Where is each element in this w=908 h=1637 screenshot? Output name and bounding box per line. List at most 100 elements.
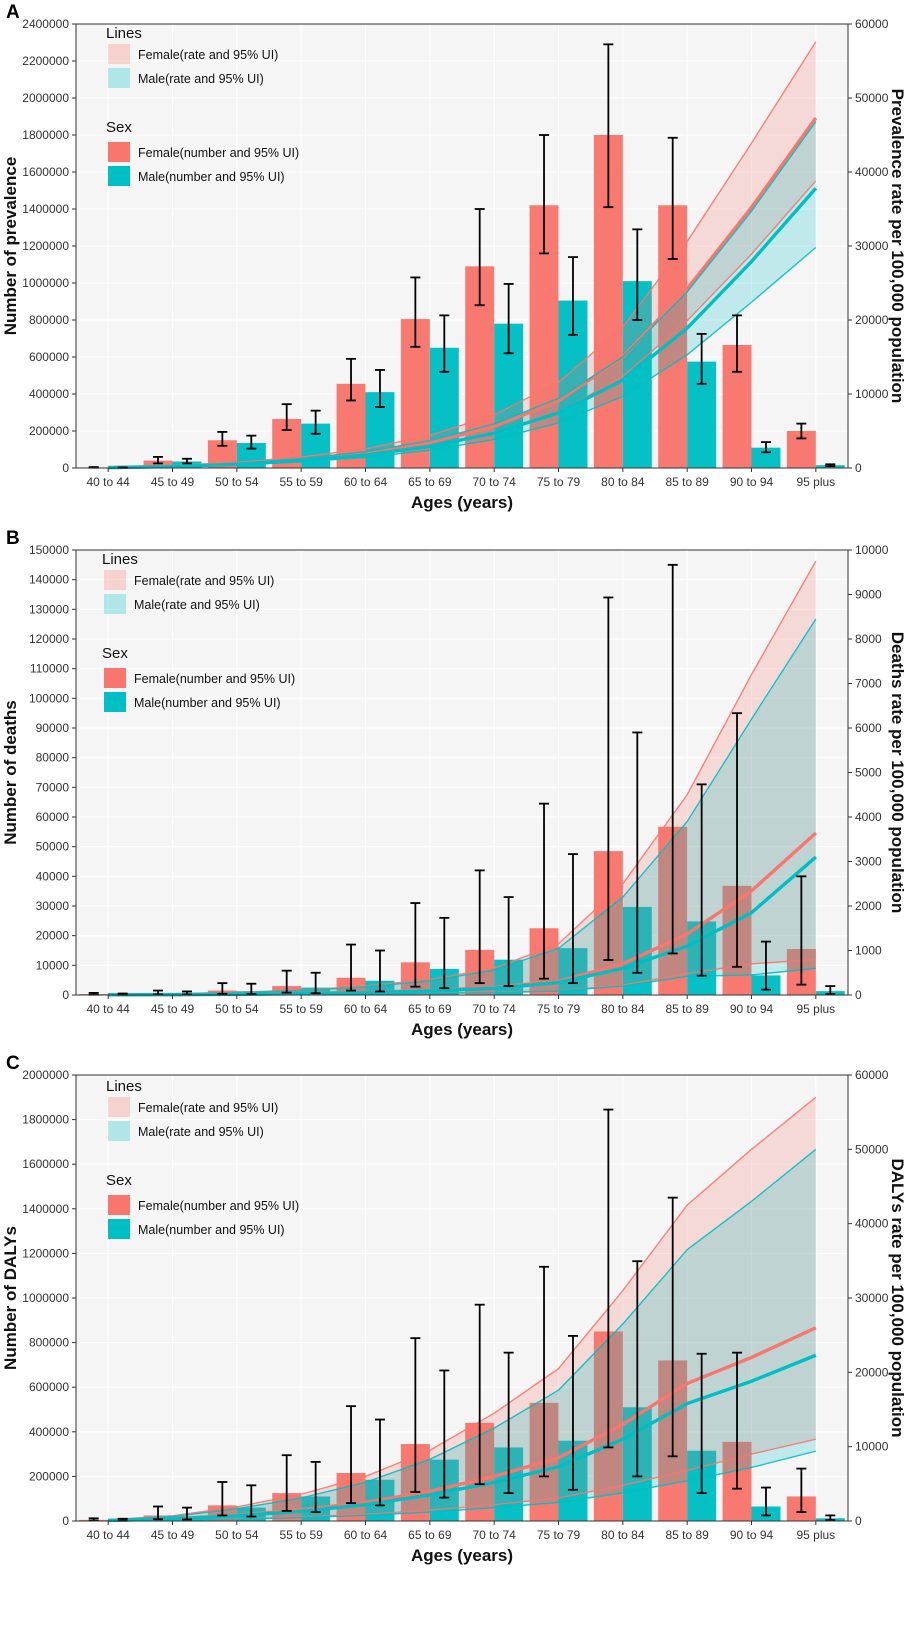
y-right-tick-label: 20000: [855, 1365, 889, 1379]
x-axis-title: Ages (years): [411, 493, 513, 512]
legend-male-rate: Male(rate and 95% UI): [138, 1125, 264, 1139]
legend-sex-title: Sex: [106, 1172, 132, 1189]
y-right-tick-label: 6000: [855, 721, 882, 735]
bar-female-2: [143, 460, 173, 468]
x-tick-label: 40 to 44: [86, 475, 130, 489]
y-right-tick-label: 10000: [855, 543, 889, 557]
y-tick-label: 1200000: [22, 1246, 69, 1260]
x-tick-label: 70 to 74: [472, 1002, 516, 1016]
errorbar-female-7: [474, 208, 485, 307]
x-tick-label: 45 to 49: [151, 1528, 195, 1542]
x-tick-label: 85 to 89: [665, 475, 709, 489]
y-tick-label: 10000: [36, 958, 70, 972]
x-axis-title: Ages (years): [411, 1546, 513, 1565]
y-tick-label: 2000000: [22, 1068, 69, 1082]
y-tick-label: 1000000: [22, 1291, 69, 1305]
panel-label: B: [6, 528, 20, 549]
y-tick-label: 200000: [29, 1469, 69, 1483]
legend-lines-title: Lines: [102, 551, 138, 568]
errorbar-female-12: [796, 875, 807, 986]
errorbar-male-11: [760, 940, 771, 991]
legend-female-rate: Female(rate and 95% UI): [134, 574, 274, 588]
y-axis-title: Number of DALYs: [1, 1226, 20, 1370]
y-tick-label: 0: [62, 1514, 69, 1528]
errorbar-male-6: [439, 1369, 450, 1499]
errorbar-female-3: [217, 431, 228, 447]
legend-male-number: Male(number and 95% UI): [138, 170, 285, 184]
x-tick-label: 55 to 59: [279, 1002, 323, 1016]
y-tick-label: 1600000: [22, 165, 69, 179]
x-tick-label: 90 to 94: [730, 1002, 774, 1016]
rate-band-female: [108, 41, 816, 468]
errorbar-male-5: [374, 949, 385, 993]
x-tick-label: 65 to 69: [408, 1528, 452, 1542]
x-tick-label: 80 to 84: [601, 475, 645, 489]
y-tick-label: 1800000: [22, 128, 69, 142]
y-tick-label: 1600000: [22, 1157, 69, 1171]
x-tick-label: 50 to 54: [215, 1528, 259, 1542]
panel-label: C: [6, 1053, 20, 1074]
x-tick-label: 40 to 44: [86, 1528, 130, 1542]
errorbar-male-3: [246, 982, 257, 996]
plot-background: [76, 550, 848, 995]
x-tick-label: 40 to 44: [86, 1002, 130, 1016]
panel-c: 0200000400000600000800000100000012000001…: [1, 1053, 907, 1565]
rate-lower-line-male: [108, 1450, 817, 1522]
errorbar-female-10: [667, 563, 678, 955]
y-right-tick-label: 50000: [855, 1142, 889, 1156]
y-right-tick-label: 5000: [855, 766, 882, 780]
y-tick-label: 200000: [29, 424, 69, 438]
errorbar-male-7: [503, 896, 514, 987]
x-tick-label: 50 to 54: [215, 475, 259, 489]
errorbar-female-4: [281, 403, 292, 431]
rate-band-male: [108, 121, 816, 468]
legend-key-male-rate: [108, 1121, 130, 1141]
errorbar-male-5: [374, 369, 385, 408]
x-tick-label: 60 to 64: [344, 1528, 388, 1542]
legend-key-male-number: [104, 692, 126, 712]
errorbar-male-10: [696, 1352, 707, 1495]
errorbar-male-10: [696, 332, 707, 385]
y-tick-label: 2000000: [22, 91, 69, 105]
errorbar-male-3: [246, 434, 257, 450]
x-tick-label: 60 to 64: [344, 1002, 388, 1016]
errorbar-female-11: [732, 314, 743, 373]
y-right-tick-label: 9000: [855, 588, 882, 602]
errorbar-male-9: [632, 1260, 643, 1478]
errorbar-female-4: [281, 969, 292, 994]
errorbar-male-12: [825, 463, 836, 468]
errorbar-female-9: [603, 596, 614, 961]
y-tick-label: 600000: [29, 1380, 69, 1394]
bar-male-11: [751, 447, 781, 468]
errorbar-male-4: [310, 409, 321, 435]
y-right-tick-label: 10000: [855, 1440, 889, 1454]
y-right-tick-label: 2000: [855, 899, 882, 913]
legend-male-rate: Male(rate and 95% UI): [134, 598, 260, 612]
errorbar-male-3: [246, 1484, 257, 1518]
x-tick-label: 95 plus: [796, 1528, 835, 1542]
x-tick-label: 90 to 94: [730, 1528, 774, 1542]
legend-sex-title: Sex: [102, 645, 128, 662]
y-right-tick-label: 0: [855, 988, 862, 1002]
errorbar-female-5: [346, 357, 357, 402]
x-tick-label: 70 to 74: [472, 1528, 516, 1542]
errorbar-female-9: [603, 43, 614, 209]
x-tick-label: 95 plus: [796, 475, 835, 489]
panel-label: A: [6, 2, 20, 23]
errorbar-male-7: [503, 283, 514, 355]
y-right-tick-label: 40000: [855, 1217, 889, 1231]
errorbar-male-8: [567, 256, 578, 336]
y-tick-label: 100000: [29, 691, 69, 705]
errorbar-female-1: [88, 992, 99, 996]
y-tick-label: 80000: [36, 751, 70, 765]
legend-key-female-rate: [108, 1097, 130, 1117]
x-tick-label: 60 to 64: [344, 475, 388, 489]
y-right-tick-label: 10000: [855, 387, 889, 401]
errorbar-female-12: [796, 422, 807, 440]
legend-female-number: Female(number and 95% UI): [138, 146, 299, 160]
errorbar-female-8: [539, 1265, 550, 1478]
y-tick-label: 90000: [36, 721, 70, 735]
y-tick-label: 20000: [36, 929, 70, 943]
y-right-axis-title: Deaths rate per 100,000 population: [888, 632, 907, 914]
x-tick-label: 55 to 59: [279, 475, 323, 489]
